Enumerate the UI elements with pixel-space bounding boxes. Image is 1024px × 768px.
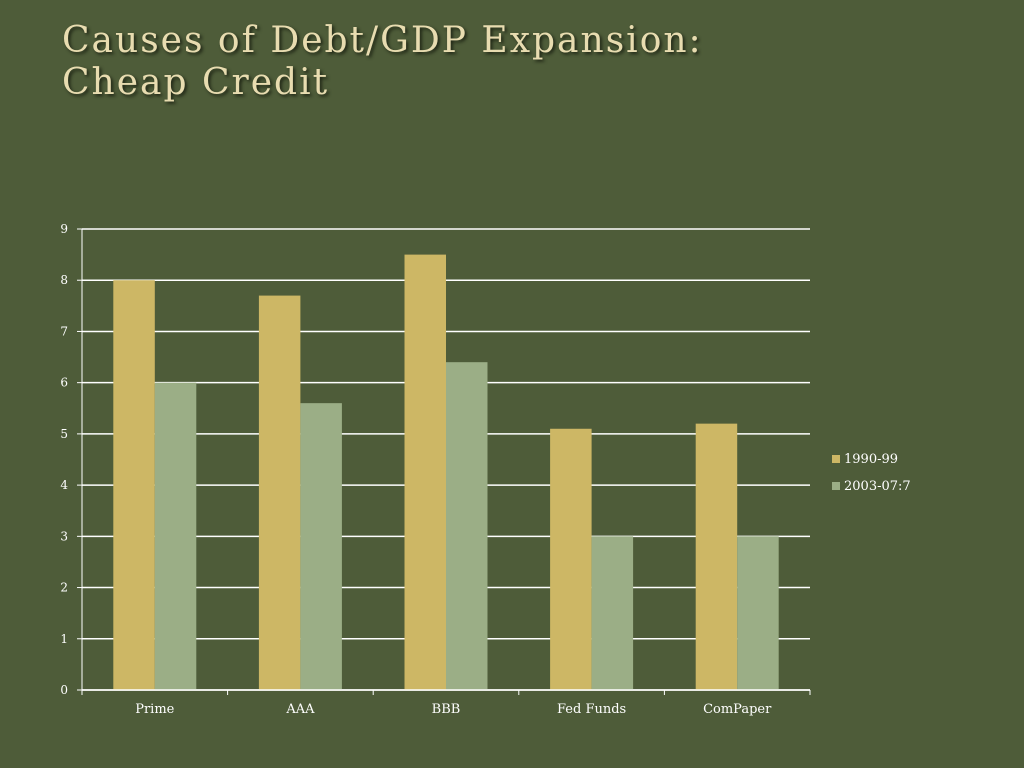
- bar-series-1-bbb: [404, 254, 446, 690]
- bar-series-1-compaper: [695, 423, 738, 690]
- x-category-label: BBB: [432, 702, 461, 717]
- legend-item-series-2: 2003-07:7: [832, 477, 911, 495]
- y-tick-label: 3: [60, 529, 68, 543]
- x-category-label: AAA: [285, 702, 315, 717]
- y-tick-label: 5: [60, 427, 68, 441]
- y-tick-label: 9: [60, 222, 68, 236]
- bar-series-2-prime: [154, 382, 197, 690]
- bar-series-2-bbb: [446, 362, 488, 690]
- x-category-label: Prime: [135, 702, 174, 717]
- bar-series-1-aaa: [258, 295, 301, 690]
- bar-series-1-prime: [113, 280, 155, 690]
- chart-legend: 1990-99 2003-07:7: [832, 450, 911, 504]
- slide-title-line-2: Cheap Credit: [62, 62, 330, 103]
- y-tick-label: 0: [60, 683, 68, 697]
- bar-series-2-fed-funds: [591, 536, 634, 690]
- y-tick-label: 6: [60, 376, 68, 390]
- slide-title: Causes of Debt/GDP Expansion: Cheap Cred…: [62, 20, 703, 104]
- legend-label-series-1: 1990-99: [844, 451, 899, 467]
- bar-series-2-aaa: [300, 403, 342, 690]
- y-tick-label: 7: [60, 324, 68, 338]
- bar-series-1-fed-funds: [550, 428, 592, 690]
- slide-title-line-1: Causes of Debt/GDP Expansion:: [62, 20, 703, 61]
- y-tick-label: 2: [60, 581, 68, 595]
- x-category-label: ComPaper: [703, 702, 772, 717]
- legend-swatch-series-2: [832, 482, 840, 490]
- legend-label-series-2: 2003-07:7: [844, 478, 911, 494]
- y-tick-label: 1: [60, 632, 68, 646]
- legend-swatch-series-1: [832, 455, 840, 463]
- y-tick-label: 8: [60, 273, 68, 287]
- bar-series-2-compaper: [737, 536, 779, 690]
- legend-item-series-1: 1990-99: [832, 450, 911, 468]
- x-category-label: Fed Funds: [557, 702, 626, 717]
- y-tick-label: 4: [60, 478, 68, 492]
